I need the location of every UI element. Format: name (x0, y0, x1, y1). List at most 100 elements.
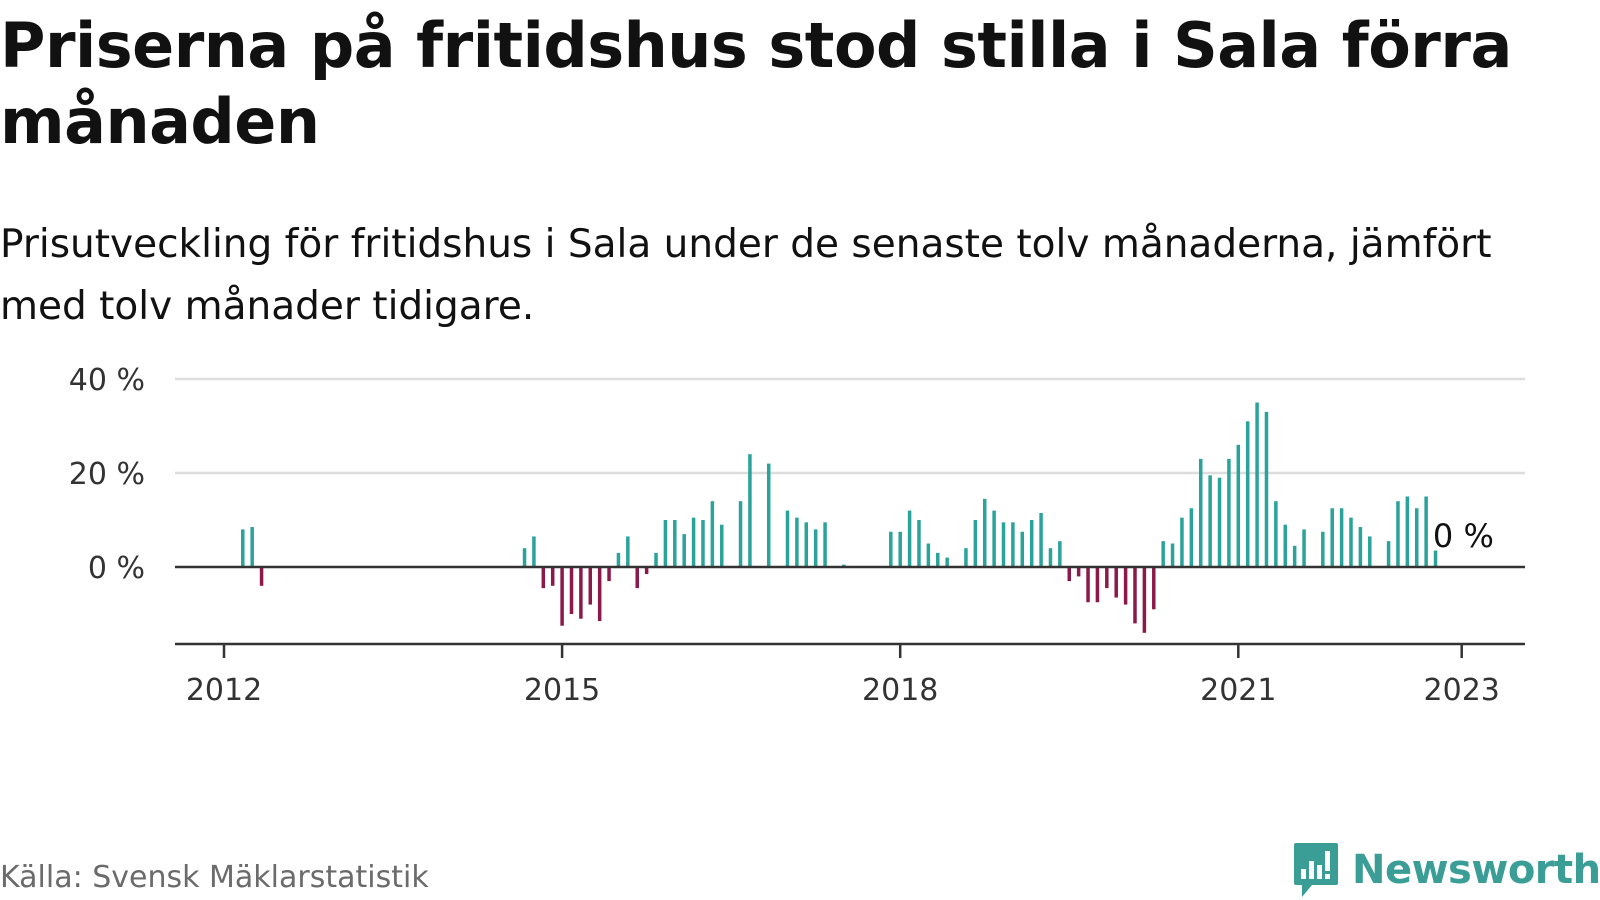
bar (1011, 522, 1015, 567)
bar (1086, 567, 1090, 603)
bar (616, 552, 621, 567)
bar (1414, 508, 1419, 567)
bar (691, 517, 696, 567)
bar (673, 520, 677, 567)
bar (550, 567, 555, 586)
x-tick-label: 2021 (1200, 673, 1276, 708)
bar (1368, 536, 1372, 567)
bar (644, 567, 649, 575)
bar (1227, 458, 1231, 567)
bar (710, 501, 715, 567)
bar (945, 557, 949, 567)
brand-name: Newsworthy (1352, 847, 1600, 893)
y-tick-label: 0 % (88, 551, 145, 586)
bar (1001, 522, 1006, 567)
x-tick-label: 2018 (862, 673, 938, 708)
bar (654, 552, 658, 567)
x-axis (175, 565, 1525, 646)
bar (1039, 512, 1043, 567)
x-tick-label: 2015 (524, 673, 600, 708)
bar (748, 454, 752, 567)
bar (1236, 444, 1241, 567)
bar (1302, 529, 1306, 567)
bar (579, 567, 583, 619)
bar (532, 536, 536, 567)
x-tick-label: 2012 (186, 673, 262, 708)
y-tick-label: 20 % (69, 457, 145, 492)
bar (1142, 567, 1147, 633)
bar (1152, 567, 1156, 610)
bar (1321, 531, 1325, 567)
bar (926, 543, 931, 567)
bar (1029, 520, 1034, 567)
bar (597, 567, 602, 622)
bar (936, 552, 940, 567)
bar (1020, 531, 1025, 567)
bar (738, 501, 743, 567)
bar (907, 510, 912, 567)
newsworthy-logo-icon (1294, 843, 1338, 897)
bar (682, 534, 686, 567)
bar (1274, 501, 1278, 567)
bars (241, 402, 1447, 633)
bar (964, 548, 968, 567)
bar (1433, 550, 1438, 567)
bar (607, 567, 611, 582)
bar (1424, 496, 1428, 567)
bar (1349, 517, 1353, 567)
bar (823, 522, 827, 567)
chart-title: Priserna på fritidshus stod stilla i Sal… (0, 9, 1512, 158)
bar (804, 522, 809, 567)
bar (522, 548, 527, 567)
bar (1123, 567, 1128, 605)
bar (1358, 527, 1363, 567)
bar (569, 567, 574, 614)
latest-value-label: 0 % (1433, 517, 1494, 555)
bar (898, 531, 902, 567)
bar (541, 567, 546, 589)
source-note: Källa: Svensk Mäklarstatistik (0, 860, 429, 895)
bar (1067, 567, 1071, 582)
bar (982, 498, 987, 567)
bar (560, 567, 564, 626)
bar (663, 520, 668, 567)
bar (795, 517, 799, 567)
x-axis-ticks: 2012 2015 2018 2021 2023 (186, 644, 1500, 708)
bar (1255, 402, 1259, 567)
bar (785, 510, 790, 567)
bar (1114, 567, 1118, 598)
bar (1264, 411, 1269, 567)
y-axis-ticks: 40 % 20 % 0 % (69, 363, 145, 586)
bar (1396, 501, 1400, 567)
bar (1386, 541, 1391, 567)
bar (1330, 508, 1334, 567)
bar (1076, 567, 1081, 577)
bar (992, 510, 996, 567)
brand-logo: Newsworthy (1292, 840, 1600, 900)
bar (1283, 524, 1288, 567)
bar (1217, 477, 1222, 567)
grid-lines (175, 377, 1525, 475)
bar (813, 529, 818, 567)
bar (1208, 475, 1212, 567)
bar (720, 524, 724, 567)
bar (1133, 567, 1137, 624)
bar (1292, 545, 1297, 567)
bar (626, 536, 630, 567)
y-tick-label: 40 % (69, 363, 145, 398)
bar (917, 520, 921, 567)
bar (1180, 517, 1184, 567)
bar (1339, 508, 1344, 567)
bar (1405, 496, 1410, 567)
bar (766, 463, 771, 567)
bar (635, 567, 639, 589)
bar (250, 527, 254, 567)
bar (1245, 421, 1250, 567)
bar (1048, 548, 1053, 567)
x-tick-label: 2023 (1424, 673, 1500, 708)
bar (701, 520, 705, 567)
bar (1198, 458, 1203, 567)
bar (1105, 567, 1109, 589)
bar (259, 567, 264, 586)
bar (1095, 567, 1100, 603)
